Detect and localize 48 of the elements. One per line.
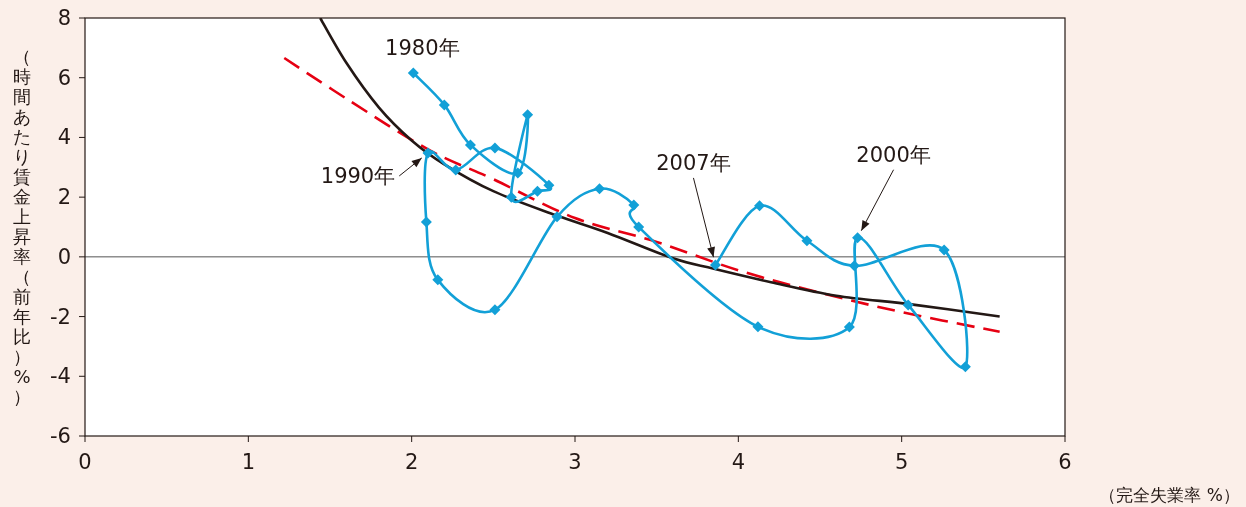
point [432,274,444,286]
annotation: 1980年 [385,35,460,60]
x-tick-label: 1 [241,450,256,474]
point [489,142,501,154]
text: （時間あたり賃金上昇率（前年比）%） [13,46,31,407]
point [464,139,476,151]
x-tick-label: 5 [894,450,909,474]
point [551,211,563,223]
line-series [282,56,1001,334]
y-tick-label: -4 [50,364,71,389]
point [848,260,860,272]
y-tick-label: 2 [57,185,71,210]
y-tick-label: 4 [57,125,71,150]
point [420,216,432,228]
annotation: 2007年 [656,150,731,175]
annotation: 2000年 [856,142,931,167]
y-tick-label: 6 [57,65,71,90]
point [489,304,501,316]
point [843,321,855,333]
annotation: 1990年 [320,163,396,188]
x-tick-label: 2 [404,450,419,474]
point [450,164,462,176]
point [633,221,645,233]
point [512,167,524,179]
point [938,244,950,256]
x-axis-title: （完全失業率 %） [1099,485,1240,505]
point [852,232,864,244]
point [594,183,605,195]
point [628,199,640,211]
x-tick-label: 4 [731,450,746,474]
x-tick-label: 0 [78,450,92,474]
x-tick-label: 3 [568,450,582,474]
y-tick-label: 8 [57,6,71,30]
point [422,147,434,159]
point [407,67,419,79]
point [531,185,543,197]
x-tick-label: 6 [1058,450,1072,474]
point [902,299,914,311]
y-tick-label: 0 [57,244,71,269]
point [438,99,450,111]
point [801,235,813,247]
point [752,321,764,333]
y-tick-label: -6 [50,424,71,448]
point [505,191,517,203]
point [754,200,766,212]
point [709,259,721,271]
point [959,361,971,373]
y-tick-label: -2 [50,304,71,329]
